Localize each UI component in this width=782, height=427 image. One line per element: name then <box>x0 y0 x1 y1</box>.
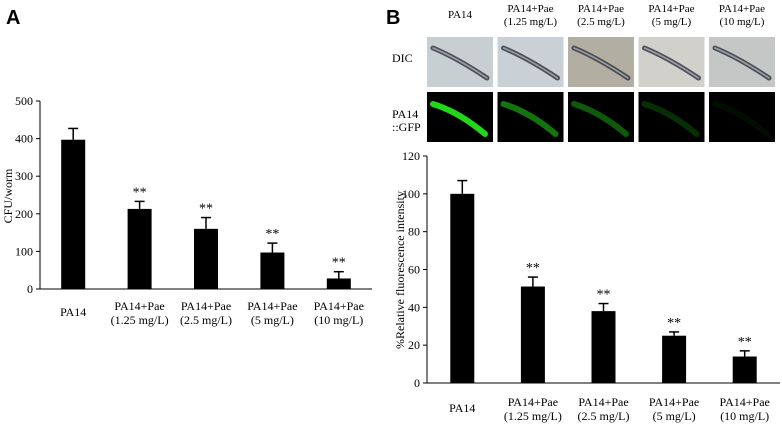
y-tick-label: 200 <box>15 207 33 221</box>
significance-marker: ** <box>738 335 752 350</box>
y-tick-label: 120 <box>402 149 420 163</box>
bar <box>194 228 218 289</box>
significance-marker: ** <box>526 261 540 276</box>
image-column-header: (5 mg/L) <box>652 16 692 28</box>
y-tick-label: 0 <box>414 376 420 390</box>
worm-dic-highlight <box>643 47 700 79</box>
y-axis-label: CFU/worm <box>1 168 15 223</box>
worm-gfp-shape <box>430 101 488 137</box>
y-tick-label: 20 <box>408 338 420 352</box>
y-tick-label: 400 <box>15 132 33 146</box>
x-category-label: PA14+Pae <box>181 299 231 313</box>
bar <box>520 286 545 383</box>
y-tick-label: 500 <box>15 94 33 108</box>
image-row-label: ::GFP <box>392 120 421 134</box>
x-category-label: PA14+Pae <box>578 395 628 409</box>
image-column-header: PA14+Pae <box>507 3 553 15</box>
significance-marker: ** <box>133 185 147 200</box>
bar <box>732 356 757 383</box>
x-category-label: (10 mg/L) <box>314 313 363 327</box>
x-category-label: (2.5 mg/L) <box>180 313 232 327</box>
gfp-image-cell <box>638 92 705 142</box>
x-category-label: (10 mg/L) <box>720 409 769 423</box>
y-axis-label: %Relative fluorescence intensity <box>393 191 407 349</box>
microscopy-image-grid: PA14 PA14+Pae(1.25 mg/L)PA14+Pae(2.5 mg/L… <box>392 3 775 142</box>
x-category-label: (5 mg/L) <box>251 313 294 327</box>
y-tick-label: 60 <box>408 263 420 277</box>
bar <box>326 278 351 289</box>
x-category-label: (1.25 mg/L) <box>504 409 562 423</box>
x-category-label: PA14+Pae <box>314 299 364 313</box>
significance-marker: ** <box>199 202 213 217</box>
x-category-label: PA14+Pae <box>247 299 297 313</box>
x-category-label: PA14 <box>60 305 86 319</box>
significance-marker: ** <box>332 256 346 271</box>
image-column-header: PA14+Pae <box>719 3 765 15</box>
image-row-label: PA14 <box>392 107 418 121</box>
bar <box>450 193 475 383</box>
y-tick-label: 0 <box>27 282 33 296</box>
image-column-header: PA14+Pae <box>578 3 624 15</box>
bar <box>591 311 616 383</box>
panel-a-label: A <box>6 7 20 29</box>
x-category-label: PA14+Pae <box>508 395 558 409</box>
image-column-header: (2.5 mg/L) <box>577 16 625 28</box>
image-column-header: PA14 <box>448 9 473 21</box>
worm-gfp-shape <box>500 101 559 137</box>
image-column-header: (1.25 mg/L) <box>504 16 557 28</box>
x-category-label: (1.25 mg/L) <box>111 313 169 327</box>
gfp-image-cell <box>568 92 634 142</box>
x-category-label: PA14+Pae <box>114 299 164 313</box>
chart-b-fluorescence: 0 20 40 60 80 100 120 %Relative fluorescence in… <box>393 149 780 423</box>
image-column-header: (10 mg/L) <box>720 16 765 28</box>
worm-dic-highlight <box>573 47 629 79</box>
image-row-label: DIC <box>392 51 413 65</box>
significance-marker: ** <box>597 288 611 303</box>
worm-dic-highlight <box>502 47 559 79</box>
worm-gfp-shape <box>571 101 629 137</box>
significance-marker: ** <box>265 227 279 242</box>
gfp-image-cell <box>709 92 775 142</box>
bar <box>662 335 687 383</box>
worm-gfp-shape <box>641 101 700 137</box>
image-column-header: PA14+Pae <box>648 3 694 15</box>
significance-marker: ** <box>667 316 681 331</box>
y-tick-label: 300 <box>15 169 33 183</box>
bar <box>61 139 86 289</box>
bar <box>127 208 152 289</box>
worm-dic-highlight <box>714 47 770 79</box>
y-tick-label: 40 <box>408 300 420 314</box>
y-tick-label: 100 <box>402 187 420 201</box>
chart-a-cfu: 0100200300400500CFU/wormPA14**PA14+Pae(1… <box>1 94 372 327</box>
y-tick-label: 80 <box>408 225 420 239</box>
x-category-label: (5 mg/L) <box>653 409 696 423</box>
x-category-label: PA14 <box>449 401 475 415</box>
worm-gfp-shape <box>712 101 770 137</box>
x-category-label: PA14+Pae <box>720 395 770 409</box>
bar <box>260 252 285 289</box>
worm-dic-highlight <box>432 47 488 79</box>
y-tick-label: 100 <box>15 244 33 258</box>
panel-b-label: B <box>386 7 400 29</box>
x-category-label: (2.5 mg/L) <box>578 409 630 423</box>
x-category-label: PA14+Pae <box>649 395 699 409</box>
